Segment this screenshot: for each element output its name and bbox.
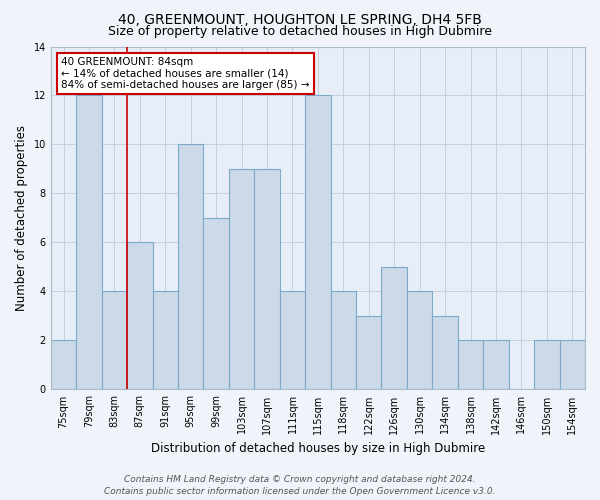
Bar	[382, 267, 407, 390]
Bar	[178, 144, 203, 390]
Bar	[254, 169, 280, 390]
X-axis label: Distribution of detached houses by size in High Dubmire: Distribution of detached houses by size …	[151, 442, 485, 455]
Bar	[101, 292, 127, 390]
Text: 40 GREENMOUNT: 84sqm
← 14% of detached houses are smaller (14)
84% of semi-detac: 40 GREENMOUNT: 84sqm ← 14% of detached h…	[61, 57, 310, 90]
Bar	[305, 96, 331, 390]
Bar	[483, 340, 509, 390]
Bar	[560, 340, 585, 390]
Bar	[229, 169, 254, 390]
Bar	[407, 292, 433, 390]
Bar	[76, 96, 101, 390]
Bar	[356, 316, 382, 390]
Bar	[433, 316, 458, 390]
Y-axis label: Number of detached properties: Number of detached properties	[15, 125, 28, 311]
Bar	[51, 340, 76, 390]
Text: Size of property relative to detached houses in High Dubmire: Size of property relative to detached ho…	[108, 25, 492, 38]
Bar	[458, 340, 483, 390]
Text: Contains HM Land Registry data © Crown copyright and database right 2024.
Contai: Contains HM Land Registry data © Crown c…	[104, 474, 496, 496]
Bar	[127, 242, 152, 390]
Bar	[534, 340, 560, 390]
Bar	[331, 292, 356, 390]
Bar	[203, 218, 229, 390]
Text: 40, GREENMOUNT, HOUGHTON LE SPRING, DH4 5FB: 40, GREENMOUNT, HOUGHTON LE SPRING, DH4 …	[118, 12, 482, 26]
Bar	[152, 292, 178, 390]
Bar	[280, 292, 305, 390]
